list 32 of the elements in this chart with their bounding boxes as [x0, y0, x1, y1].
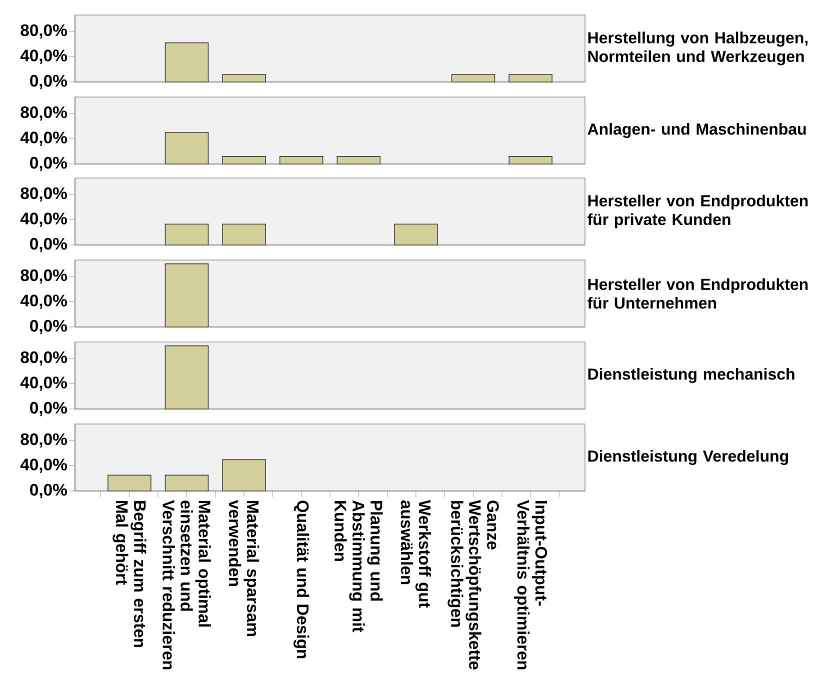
x-tick-label: Werkstoff gut auswählen [400, 500, 432, 608]
text: Herstellung von Halbzeugen, Normteilen und Werkzeugen [588, 32, 808, 66]
y-tick-label: 80,0% [20, 433, 67, 448]
x-tick-label: Ganze Wertschöpfungskette berücksichtigen [448, 500, 499, 670]
text: Hersteller von Endprodukten für Unternehmen [588, 278, 808, 309]
text: Hersteller von Endprodukten für private Kunden [588, 194, 808, 228]
y-tick-label: 0,0% [30, 320, 67, 334]
y-tick-label: 40,0% [20, 376, 67, 391]
y-tick-label: 0,0% [30, 74, 67, 90]
y-tick-label: 0,0% [30, 156, 67, 172]
x-tick-label: Material optimal einsetzen und Verschnitt reduzieren [162, 500, 211, 670]
y-tick-label: 80,0% [20, 106, 67, 121]
y-tick-label: 80,0% [20, 351, 67, 366]
x-tick-label: Input-Output-Verhältnis optimieren [514, 500, 548, 670]
x-tick-label: Qualität und Design [294, 500, 310, 658]
y-tick-label: 40,0% [20, 294, 67, 309]
y-tick-label: 80,0% [20, 187, 67, 202]
y-tick-label: 80,0% [20, 24, 67, 39]
y-tick-label: 0,0% [30, 238, 67, 252]
x-tick-label: Material sparsam verwenden [228, 500, 260, 636]
y-tick-label: 0,0% [30, 484, 67, 498]
y-tick-label: 40,0% [20, 132, 67, 146]
text: Anlagen- und Maschinenbau [588, 123, 806, 138]
text: Dienstleistung Veredelung [588, 450, 788, 465]
x-tick-label: Begriff zum ersten Mal gehört [112, 501, 146, 648]
y-tick-label: 40,0% [20, 212, 67, 227]
text: Dienstleistung mechanisch [588, 368, 794, 383]
y-tick-label: 40,0% [20, 458, 67, 473]
y-tick-label: 40,0% [20, 50, 67, 64]
y-tick-label: 0,0% [30, 402, 67, 416]
x-tick-label: Planung und Abstimmung mit Kunden [334, 500, 383, 632]
y-tick-label: 80,0% [20, 269, 67, 284]
